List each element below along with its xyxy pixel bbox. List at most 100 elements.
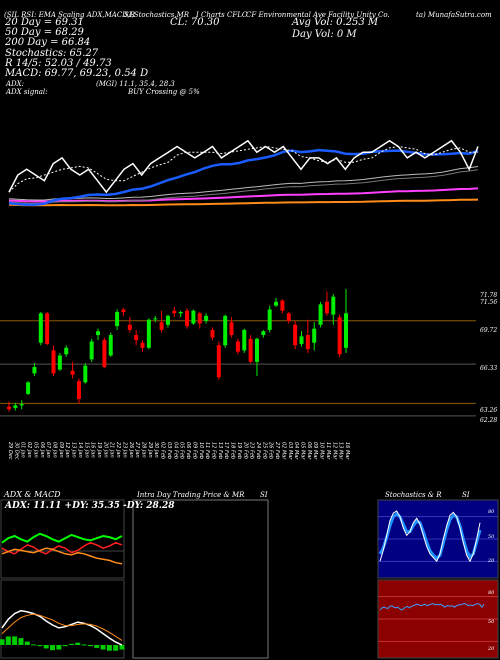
date-label-35: 17 Feb <box>223 442 229 459</box>
date-label-30: 09 Feb <box>191 442 197 459</box>
candle-body-53 <box>337 317 342 355</box>
header-part-2: SI,Stochastics,MR <box>124 11 190 19</box>
price-label-1: 71.78 <box>480 292 498 299</box>
rsi-line <box>379 602 485 611</box>
intra-panel-si: SI <box>260 491 268 499</box>
macd-hist-bar-7 <box>37 645 43 647</box>
stoch-tick-20: 20 <box>488 558 495 564</box>
macd-hist-bar-6 <box>31 644 37 646</box>
candle-body-43 <box>274 301 279 306</box>
date-label-42: 26 Feb <box>268 442 274 459</box>
macd-hist-bar-13 <box>75 642 81 645</box>
date-label-44: 02 Mar <box>280 442 286 460</box>
intraday-panel <box>132 499 269 659</box>
candle-body-36 <box>229 322 234 336</box>
candle-body-3 <box>19 404 24 406</box>
stochastics-text: Stochastics: 65.27 <box>5 48 99 59</box>
macd-hist-bar-17 <box>100 645 106 650</box>
adx-panel-title: ADX & MACD <box>4 490 61 499</box>
adx-line <box>1 547 123 565</box>
candle-body-15 <box>96 331 101 336</box>
candle-body-48 <box>305 335 310 350</box>
candle-body-26 <box>165 315 170 325</box>
date-label-20: 26 Jan <box>128 442 134 458</box>
date-label-34: 13 Feb <box>217 442 223 459</box>
date-label-24: 30 Jan <box>153 442 159 458</box>
candle-body-49 <box>312 328 317 343</box>
date-label-46: 04 Mar <box>293 442 299 460</box>
candle-body-34 <box>216 345 221 378</box>
candle-body-32 <box>204 315 209 321</box>
date-label-2: 30 Dec <box>13 442 19 460</box>
macd-signal-line <box>1 613 123 641</box>
candle-body-16 <box>102 340 107 368</box>
header-part-5: ta) MunafaSutra.com <box>416 11 492 19</box>
date-label-25: 02 Feb <box>160 442 166 459</box>
adx-label: ADX: <box>6 80 25 88</box>
macd-hist-bar-16 <box>94 645 100 648</box>
candle-body-54 <box>344 313 348 348</box>
rsi-tick-50: 50 <box>488 619 495 625</box>
stoch-panel-title: Stochastics & R <box>385 491 442 499</box>
date-label-28: 05 Feb <box>179 442 185 459</box>
close-price: CL: 70.30 <box>170 17 220 28</box>
candle-body-29 <box>185 310 190 327</box>
date-label-39: 23 Feb <box>249 442 255 459</box>
macd-hist-bar-15 <box>87 645 93 647</box>
date-label-1: 29 Dec <box>7 442 13 460</box>
ma-200-text: 200 Day = 66.84 <box>5 37 91 48</box>
date-label-50: 10 Mar <box>319 442 325 460</box>
candle-body-10 <box>64 347 69 355</box>
candle-body-23 <box>146 319 151 348</box>
candle-body-46 <box>293 324 298 346</box>
date-label-6: 06 Jan <box>39 442 45 458</box>
macd-hist-bar-19 <box>113 645 119 651</box>
candle-body-25 <box>159 322 164 330</box>
candle-body-39 <box>248 338 253 362</box>
r-text: R 14/5: 52.03 / 49.73 <box>5 58 112 69</box>
candle-body-47 <box>299 336 304 344</box>
date-label-37: 19 Feb <box>236 442 242 459</box>
stoch-d-line <box>378 511 482 561</box>
date-label-40: 24 Feb <box>255 442 261 459</box>
date-label-52: 12 Mar <box>331 442 337 460</box>
price-label-2: 71.56 <box>480 299 498 306</box>
date-label-27: 04 Feb <box>172 442 178 459</box>
macd-hist-bar-18 <box>106 645 112 651</box>
candle-body-33 <box>210 329 215 338</box>
candle-body-6 <box>38 313 43 343</box>
candle-body-38 <box>242 329 247 351</box>
candle-body-37 <box>235 341 240 352</box>
macd-hist-bar-1 <box>0 639 5 645</box>
date-label-5: 05 Jan <box>32 442 38 458</box>
date-label-9: 09 Jan <box>58 442 64 458</box>
date-label-17: 21 Jan <box>109 442 115 458</box>
date-label-11: 13 Jan <box>71 442 77 458</box>
macd-hist-bar-14 <box>81 644 87 646</box>
date-label-22: 28 Jan <box>141 442 147 458</box>
candle-body-11 <box>70 370 75 375</box>
date-label-43: 27 Feb <box>274 442 280 459</box>
price-label-6: 62.28 <box>480 417 498 424</box>
candle-body-2 <box>13 405 18 408</box>
ma-20-text: 20 Day = 69.31 <box>5 17 84 28</box>
macd-hist-bar-5 <box>24 641 30 645</box>
day-volume: Day Vol: 0 M <box>292 29 357 40</box>
date-label-4: 02 Jan <box>26 442 32 458</box>
date-label-14: 16 Jan <box>90 442 96 458</box>
date-label-8: 08 Jan <box>52 442 58 458</box>
adx-values: (MGI) 11.1, 35.4, 28.3 <box>96 80 175 88</box>
date-label-33: 12 Feb <box>210 442 216 459</box>
date-label-10: 12 Jan <box>64 442 70 458</box>
candle-body-52 <box>331 296 336 315</box>
date-label-18: 22 Jan <box>115 442 121 458</box>
stoch-k-line <box>379 510 481 563</box>
header-part-3: I Charts CFLC <box>196 11 248 19</box>
ma-50-shadow-line <box>8 169 479 204</box>
date-label-49: 09 Mar <box>312 442 318 460</box>
candle-body-41 <box>261 331 266 336</box>
rsi-tick-80: 80 <box>488 590 495 596</box>
plus-di-line <box>1 532 123 544</box>
candle-body-4 <box>26 382 31 394</box>
